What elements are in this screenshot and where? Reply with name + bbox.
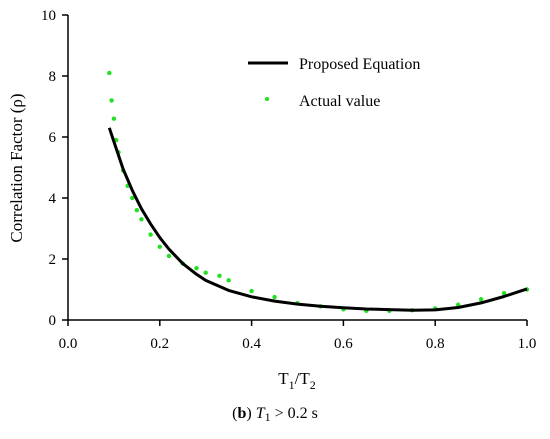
x-tick-label: 0.4	[242, 336, 261, 352]
scatter-point	[107, 70, 112, 76]
scatter-point	[111, 116, 117, 121]
y-tick-label: 10	[41, 8, 56, 24]
scatter-point	[139, 217, 144, 222]
scatter-point	[272, 294, 277, 300]
legend-label-proposed: Proposed Equation	[299, 56, 420, 73]
caption-letter: b	[237, 405, 247, 422]
y-axis-title: Correlation Factor (ρ)	[7, 93, 26, 242]
legend-dot-swatch	[265, 97, 269, 101]
proposed-equation-line	[107, 127, 528, 312]
scatter-point	[194, 265, 199, 271]
y-tick-label: 4	[49, 191, 57, 207]
scatter-point	[148, 232, 153, 237]
x-tick-label: 0.8	[426, 336, 445, 352]
scatter-point	[226, 278, 231, 283]
scatter-point	[203, 270, 208, 275]
scatter-point	[166, 253, 172, 259]
x-axis-title: T1/T2	[278, 369, 316, 392]
y-tick-label: 8	[49, 69, 57, 85]
chart: 0.0 0.2 0.4 0.6 0.8 1.0 0 2 4 6 8 10 Correlation Fa…	[7, 8, 537, 392]
figure-caption: (b) T1 > 0.2 s	[232, 405, 318, 424]
scatter-point	[157, 244, 162, 249]
scatter-point	[130, 195, 135, 201]
y-tick-label: 2	[49, 252, 57, 268]
x-axis-title-t2-sub: 2	[310, 378, 316, 392]
x-axis-title-slash: /T	[295, 369, 311, 388]
scatter-point	[249, 288, 254, 294]
y-tick-label: 0	[49, 313, 57, 329]
scatter-point	[109, 98, 114, 103]
scatter-point	[134, 208, 140, 213]
legend-label-actual: Actual value	[299, 93, 380, 110]
x-tick-label: 0.6	[334, 336, 353, 352]
scatter-point	[217, 273, 222, 278]
scatter-point	[478, 297, 484, 302]
x-axis-title-t1-main: T	[278, 369, 289, 388]
y-tick-label: 6	[49, 130, 57, 146]
legend: Proposed Equation Actual value	[248, 56, 420, 110]
x-tick-label: 1.0	[518, 336, 537, 352]
x-axis-title-t1-sub: 1	[289, 378, 295, 392]
caption-condition: > 0.2 s	[270, 405, 318, 422]
x-tick-label: 0.2	[150, 336, 169, 352]
x-tick-label: 0.0	[59, 336, 78, 352]
caption-var-sub: 1	[264, 410, 271, 424]
scatter-point	[501, 290, 507, 296]
caption-var: T	[255, 405, 265, 422]
